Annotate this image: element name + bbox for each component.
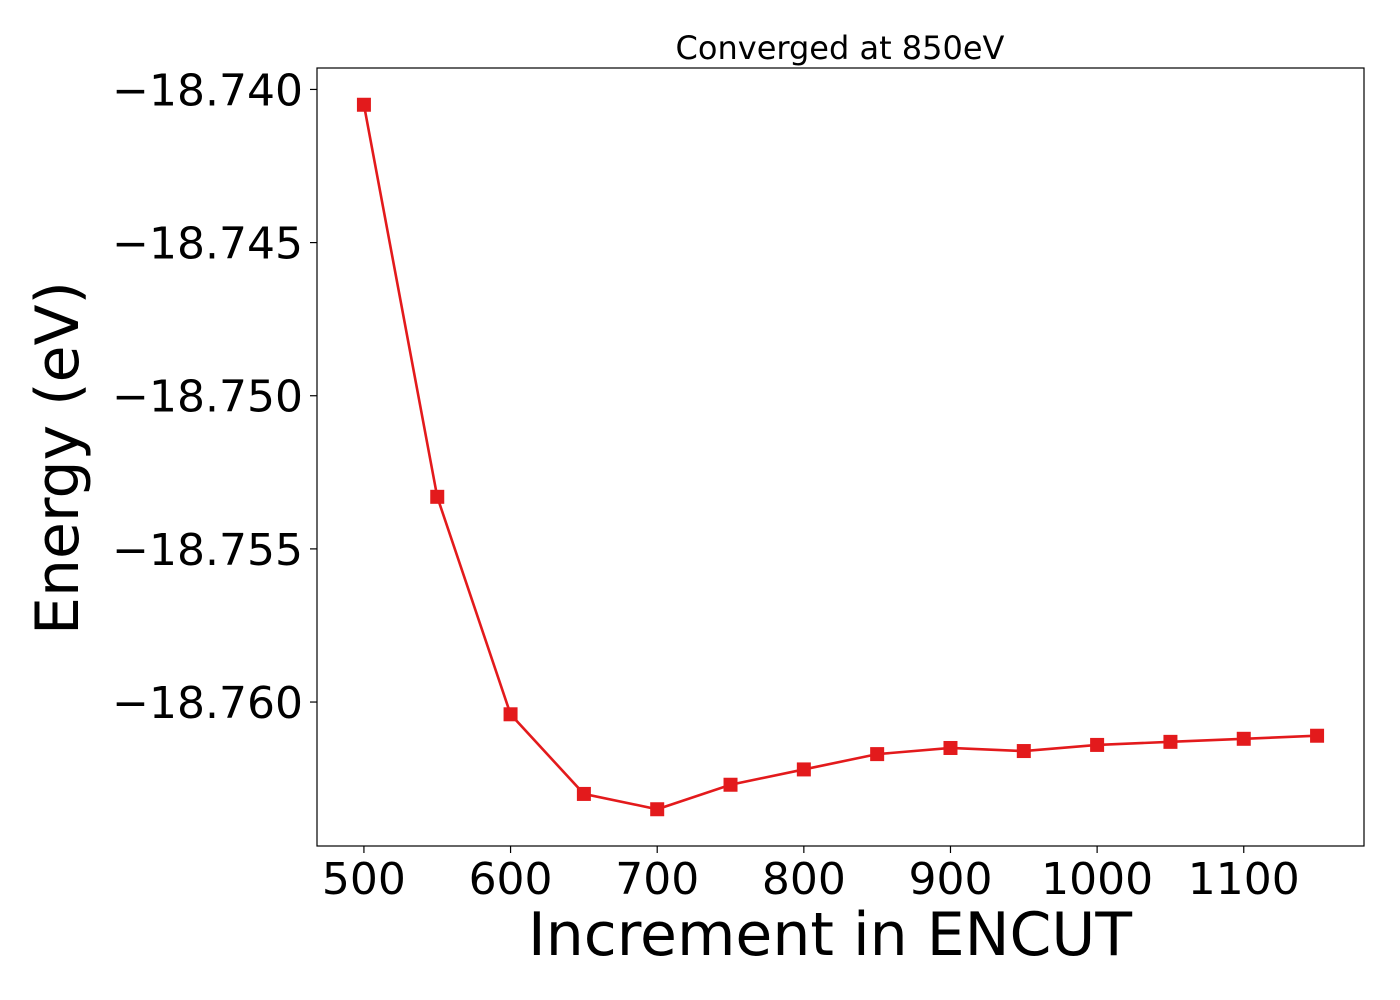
series-line bbox=[362, 104, 1318, 811]
data-point-marker bbox=[1016, 744, 1031, 759]
y-axis-label: Energy (eV) bbox=[23, 281, 93, 635]
data-point-marker bbox=[1090, 737, 1105, 752]
x-tick-label: 700 bbox=[615, 854, 699, 905]
data-point-marker bbox=[796, 762, 811, 777]
data-point-marker bbox=[650, 802, 665, 817]
y-tick-label: −18.760 bbox=[112, 678, 303, 729]
data-point-marker bbox=[430, 489, 445, 504]
x-axis: 500 600 700 800 900 1000 1100 bbox=[322, 846, 1300, 905]
data-point-marker bbox=[1236, 731, 1251, 746]
y-tick-label: −18.750 bbox=[112, 372, 303, 423]
data-point-marker bbox=[503, 707, 518, 722]
data-point-marker bbox=[1163, 734, 1178, 749]
y-tick-label: −18.740 bbox=[112, 65, 303, 116]
data-point-marker bbox=[576, 786, 591, 801]
y-axis: −18.740 −18.745 −18.750 −18.755 −18.760 bbox=[112, 65, 317, 729]
x-tick-label: 500 bbox=[322, 854, 406, 905]
data-point-marker bbox=[723, 777, 738, 792]
plot-area-frame bbox=[316, 67, 1365, 847]
data-point-marker bbox=[1310, 728, 1325, 743]
x-axis-label: Increment in ENCUT bbox=[528, 900, 1132, 970]
chart-title: Converged at 850eV bbox=[676, 29, 1005, 67]
x-tick-label: 1100 bbox=[1188, 854, 1300, 905]
x-tick-label: 800 bbox=[762, 854, 846, 905]
data-point-marker bbox=[943, 740, 958, 755]
x-tick-label: 1000 bbox=[1041, 854, 1153, 905]
data-point-marker bbox=[870, 747, 885, 762]
y-tick-label: −18.755 bbox=[112, 525, 303, 576]
data-point-marker bbox=[356, 97, 371, 112]
x-tick-label: 600 bbox=[469, 854, 553, 905]
x-tick-label: 900 bbox=[908, 854, 992, 905]
y-tick-label: −18.745 bbox=[112, 219, 303, 270]
series-layer bbox=[356, 97, 1325, 817]
